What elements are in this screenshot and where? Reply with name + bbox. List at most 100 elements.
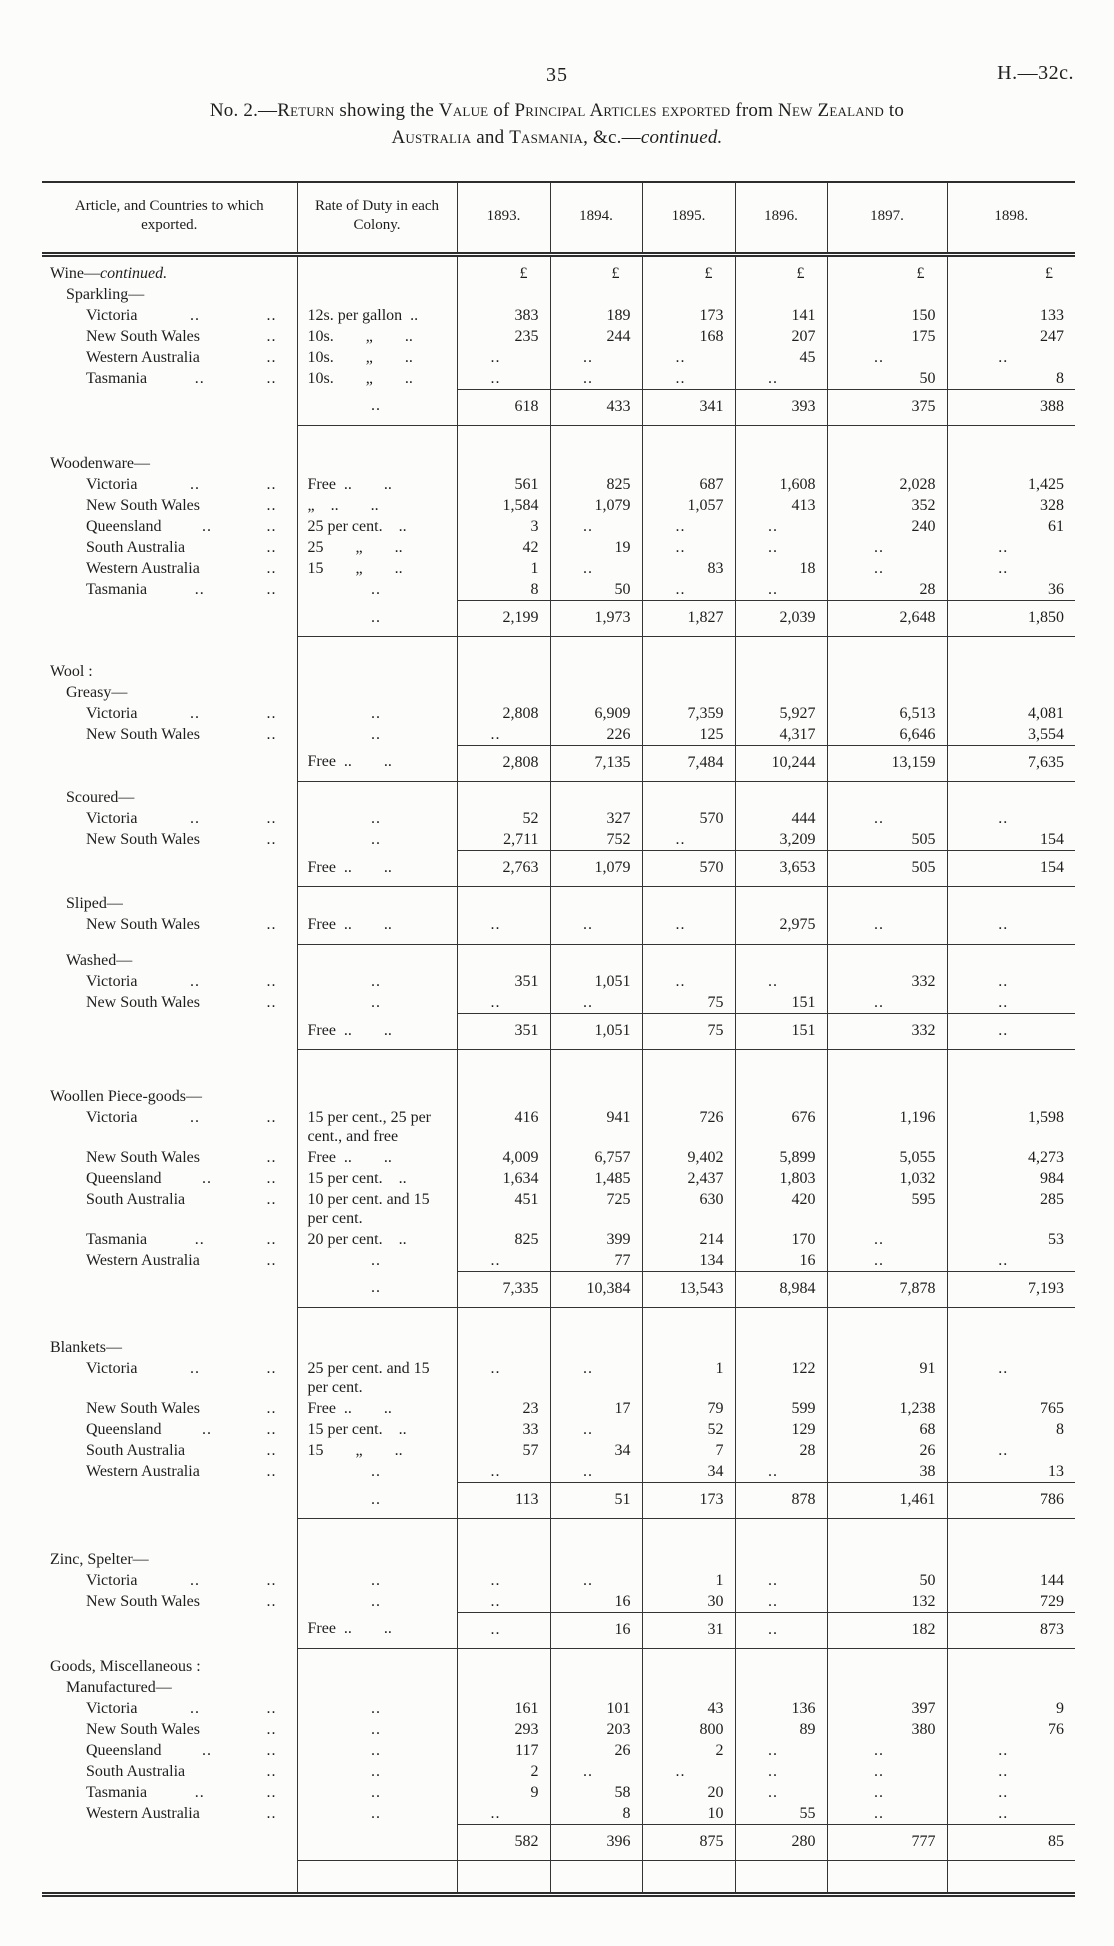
value-cell-1893: .. (456, 992, 550, 1014)
article-label: Wool : (50, 662, 291, 681)
country-row: South Australia.. 15 „ .. 57 34 7 28 26.. (42, 1440, 1075, 1461)
value-cell-1896: 393 (734, 388, 827, 426)
value-cell-1897: .. (826, 1761, 947, 1782)
value-cell-1894 (549, 1518, 642, 1549)
value-cell-1897 (826, 1049, 947, 1086)
value-cell-1897: 7,878 (826, 1270, 947, 1308)
value-cell-1895 (641, 1677, 735, 1698)
article-cell: New South Wales.. (42, 1719, 297, 1740)
value-cell-1897: 397 (826, 1698, 947, 1719)
value-cell-1896 (734, 1677, 827, 1698)
rate-of-duty-cell: 10s. „ .. (296, 367, 457, 389)
value-cell-1896: 3,209 (734, 829, 827, 851)
value-cell-1896: 280 (734, 1824, 827, 1861)
value-cell-1898 (946, 1656, 1075, 1677)
rate-of-duty-cell: 15 per cent., 25 per cent., and free (296, 1106, 457, 1147)
value-cell-1898: .. (946, 913, 1075, 945)
value-cell-1898: 9 (946, 1698, 1075, 1719)
value-cell-1896: 676 (734, 1106, 827, 1147)
leader-dots: .. (266, 1805, 277, 1822)
rate-of-duty-cell: 15 „ .. (296, 558, 457, 579)
article-label: Victoria.... (86, 306, 291, 325)
value-cell-1898: 8 (946, 1419, 1075, 1440)
value-cell-1897: 1,196 (826, 1106, 947, 1147)
value-cell-1896 (734, 781, 827, 787)
value-cell-1898: 285 (946, 1188, 1075, 1229)
value-cell-1895: 173 (641, 1482, 735, 1519)
article-label: Queensland.... (86, 1420, 291, 1439)
rate-of-duty-cell: .. (296, 1249, 457, 1271)
value-cell-1896: 5,899 (734, 1146, 827, 1168)
value-cell-1897: £ (826, 262, 947, 284)
article-cell: Queensland.... (42, 516, 297, 537)
article-cell (42, 1307, 297, 1337)
total-row: 582 396 875 280 777 85 (42, 1824, 1075, 1861)
rate-of-duty-cell (296, 262, 457, 284)
spacer-row (42, 781, 1075, 787)
leader-dots: .. (266, 704, 277, 722)
article-label: Tasmania.... (86, 369, 291, 388)
value-cell-1898: 1,425 (946, 474, 1075, 495)
label-text: Western Australia (86, 1805, 200, 1822)
article-cell (42, 255, 297, 263)
value-cell-1895: 570 (641, 850, 735, 887)
article-label: Greasy— (66, 683, 291, 702)
rate-of-duty-cell: Free .. .. (296, 850, 457, 887)
value-cell-1895: 13,543 (641, 1270, 735, 1308)
leader-dots: .. (266, 306, 277, 324)
value-cell-1894: 752 (549, 829, 642, 851)
value-cell-1893: 2,199 (456, 600, 550, 637)
value-cell-1893 (456, 950, 550, 971)
article-cell (42, 1271, 297, 1307)
article-label: Wine— continued. (50, 264, 291, 283)
table-header-row: Article, and Countries to which exported… (42, 182, 1075, 257)
value-cell-1895 (641, 950, 735, 971)
value-cell-1896: 151 (734, 1013, 827, 1050)
value-cell-1898: .. (946, 537, 1075, 558)
value-cell-1898 (946, 886, 1075, 893)
label-text: Victoria (86, 306, 138, 324)
leader-dots: .. (202, 1169, 213, 1187)
label-text: Goods, Miscellaneous : (50, 1658, 201, 1675)
country-row: Tasmania...... 9 58 20...... (42, 1782, 1075, 1803)
label-text: New South Wales (86, 831, 200, 848)
value-cell-1894 (549, 1307, 642, 1337)
value-cell-1896: 18 (734, 558, 827, 579)
value-cell-1894 (549, 1548, 642, 1570)
leader-dots: .. (189, 1108, 200, 1126)
value-cell-1897: 5,055 (826, 1146, 947, 1168)
value-cell-1895: .. (641, 516, 735, 537)
rate-of-duty-cell: .. (296, 1803, 457, 1825)
article-label: Victoria.... (86, 809, 291, 828)
value-cell-1897: 375 (826, 388, 947, 426)
rate-of-duty-cell: 15 per cent. .. (296, 1419, 457, 1440)
leader-dots: .. (266, 1421, 277, 1438)
label-text: Victoria (86, 476, 138, 493)
rate-of-duty-cell (296, 660, 457, 682)
value-cell-1897: 6,646 (826, 723, 947, 745)
label-text: Western Australia (86, 560, 200, 577)
article-cell: Tasmania.... (42, 368, 297, 390)
article-cell (42, 1825, 297, 1861)
title-segment: , &c.— (583, 127, 641, 148)
value-cell-1893 (456, 1307, 550, 1337)
article-label: Victoria.... (86, 1359, 291, 1378)
value-cell-1895: 52 (641, 1419, 735, 1440)
value-cell-1894: 34 (549, 1440, 642, 1461)
article-label: Queensland.... (86, 1169, 291, 1188)
value-cell-1893: 2,808 (456, 702, 550, 724)
title-segment: and (471, 127, 510, 148)
article-cell (42, 1014, 297, 1050)
value-cell-1898 (946, 892, 1075, 914)
value-cell-1894: .. (549, 913, 642, 945)
value-cell-1893: .. (456, 346, 550, 368)
subsection-row: Manufactured— (42, 1677, 1075, 1698)
value-cell-1896 (734, 1085, 827, 1107)
value-cell-1895: 83 (641, 558, 735, 579)
value-cell-1894: 203 (549, 1719, 642, 1740)
value-cell-1896 (734, 1049, 827, 1086)
article-cell: Victoria.... (42, 703, 297, 724)
value-cell-1895: 20 (641, 1782, 735, 1803)
rate-of-duty-cell: .. (296, 1761, 457, 1782)
label-text: New South Wales (86, 1592, 200, 1610)
